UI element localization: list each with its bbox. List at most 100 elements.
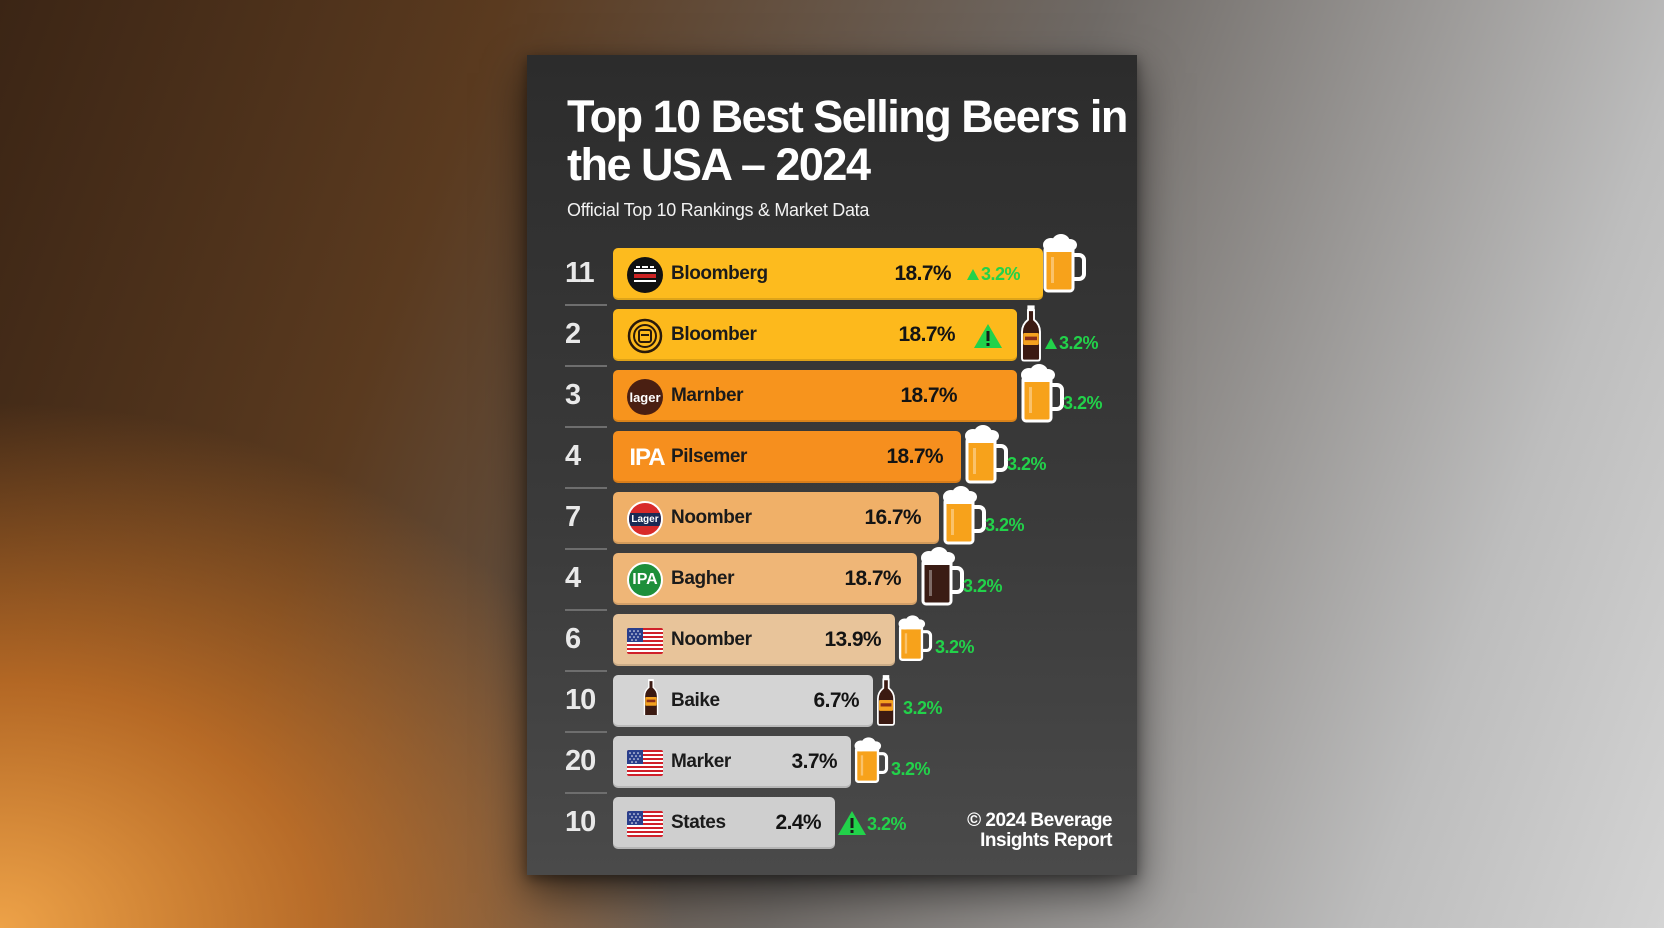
beer-bar: IPA Bagher 18.7% bbox=[613, 553, 917, 605]
up-triangle-icon bbox=[838, 811, 866, 835]
rank-number: 7 bbox=[565, 501, 581, 533]
beer-name: Noomber bbox=[671, 629, 752, 650]
change-value: 3.2% bbox=[867, 814, 907, 834]
change-value: 3.2% bbox=[903, 698, 943, 718]
beer-mug-icon bbox=[1021, 364, 1064, 423]
beer-icon bbox=[1019, 361, 1065, 428]
ranking-row: 7 Lager Noomber 16.7% 3.2% bbox=[527, 486, 1137, 550]
change-value: 3.2% bbox=[985, 515, 1025, 535]
ipa-logo: IPA bbox=[629, 444, 665, 471]
rank-number: 3 bbox=[565, 379, 581, 411]
lager-red-logo: Lager bbox=[627, 501, 663, 537]
footer-line-1: © 2024 Beverage bbox=[967, 810, 1112, 831]
beer-bar: lager Marnber 18.7% bbox=[613, 370, 1017, 422]
rank-divider bbox=[565, 426, 607, 428]
rank-number: 2 bbox=[565, 318, 581, 350]
up-arrow-icon bbox=[1045, 338, 1057, 349]
beer-icon bbox=[897, 613, 933, 665]
chart-subtitle: Official Top 10 Rankings & Market Data bbox=[567, 200, 870, 220]
beer-mug-icon bbox=[965, 425, 1008, 484]
market-share-value: 18.7% bbox=[894, 262, 951, 285]
beer-name: Marnber bbox=[671, 385, 744, 406]
change-value: 3.2% bbox=[1063, 393, 1103, 413]
footer-line-2: Insights Report bbox=[980, 830, 1112, 851]
market-share-value: 18.7% bbox=[886, 445, 943, 468]
market-share-value: 13.9% bbox=[824, 628, 881, 651]
ranking-row: 2 Bloomber 18.7% 3.2% bbox=[527, 305, 1137, 367]
beer-bar: States 2.4% bbox=[613, 797, 835, 849]
change-value: 3.2% bbox=[1045, 333, 1099, 354]
rank-divider bbox=[565, 609, 607, 611]
market-share-value: 6.7% bbox=[813, 689, 860, 712]
beer-bar: Bloomberg 18.7% bbox=[613, 248, 1043, 300]
change-value: 3.2% bbox=[1007, 454, 1047, 474]
beer-icon bbox=[963, 422, 1009, 489]
beer-name: Bloomber bbox=[671, 324, 757, 345]
beer-icon bbox=[1041, 231, 1087, 298]
ranking-row: 6 Noomber 13.9% 3.2% bbox=[527, 611, 1137, 672]
beer-mug-icon bbox=[854, 737, 889, 783]
lager-logo: lager bbox=[627, 379, 663, 415]
change-value: 3.2% bbox=[891, 759, 931, 779]
beer-icon bbox=[853, 735, 889, 787]
rank-number: 11 bbox=[565, 257, 595, 289]
beer-bar: IPA Pilsemer 18.7% bbox=[613, 431, 961, 483]
beer-name: Baike bbox=[671, 690, 720, 711]
beer-bar: Noomber 13.9% bbox=[613, 614, 895, 666]
change-value: 3.2% bbox=[967, 264, 1021, 285]
rank-divider bbox=[565, 731, 607, 733]
beer-name: Noomber bbox=[671, 507, 752, 528]
bloomberg-logo bbox=[627, 257, 663, 293]
chart-title: Top 10 Best Selling Beers in the USA – 2… bbox=[567, 91, 1128, 190]
rank-divider bbox=[565, 487, 607, 489]
beer-icon bbox=[919, 544, 965, 611]
rank-divider bbox=[565, 548, 607, 550]
market-share-value: 3.7% bbox=[791, 750, 838, 773]
change-value: 3.2% bbox=[963, 576, 1003, 596]
ranking-row: 10 States 2.4% 3.2% bbox=[527, 794, 1137, 850]
ranking-row: 20 Marker 3.7% 3.2% bbox=[527, 733, 1137, 794]
beer-icon bbox=[875, 674, 897, 731]
beer-bar: Marker 3.7% bbox=[613, 736, 851, 788]
ranking-row: 4 IPA Pilsemer 18.7% 3.2% bbox=[527, 425, 1137, 489]
change-value: 3.2% bbox=[935, 637, 975, 657]
rank-number: 4 bbox=[565, 440, 581, 472]
logo-bottle-icon bbox=[643, 679, 659, 715]
beer-icon bbox=[941, 483, 987, 550]
us-flag-icon bbox=[627, 811, 663, 837]
rank-divider bbox=[565, 365, 607, 367]
up-arrow-icon bbox=[967, 269, 979, 280]
beer-bar: Bloomber 18.7% bbox=[613, 309, 1017, 361]
beer-mug-icon bbox=[1043, 234, 1086, 293]
rank-number: 10 bbox=[565, 684, 596, 716]
beer-bar: Baike 6.7% bbox=[613, 675, 873, 727]
beer-bottle-icon bbox=[1021, 305, 1041, 362]
beer-icon bbox=[1019, 304, 1043, 367]
infographic-poster: Top 10 Best Selling Beers in the USA – 2… bbox=[527, 55, 1137, 875]
rank-number: 10 bbox=[565, 806, 596, 838]
ranking-row: 10 Baike 6.7% 3.2% bbox=[527, 672, 1137, 733]
rank-number: 20 bbox=[565, 745, 596, 777]
rank-divider bbox=[565, 670, 607, 672]
badge-logo bbox=[627, 318, 663, 354]
rank-number: 4 bbox=[565, 562, 581, 594]
dark-beer-mug-icon bbox=[921, 547, 964, 606]
beer-name: States bbox=[671, 812, 726, 833]
ranking-row: 11 Bloomberg 18.7% 3.2% bbox=[527, 234, 1137, 306]
market-share-value: 18.7% bbox=[900, 384, 957, 407]
beer-name: Bloomberg bbox=[671, 263, 768, 284]
market-share-value: 16.7% bbox=[864, 506, 921, 529]
market-share-value: 2.4% bbox=[775, 811, 822, 834]
beer-mug-icon bbox=[898, 615, 933, 661]
us-flag-icon bbox=[627, 750, 663, 776]
rank-divider bbox=[565, 792, 607, 794]
market-share-value: 18.7% bbox=[898, 323, 955, 346]
beer-mug-icon bbox=[943, 486, 986, 545]
rank-number: 6 bbox=[565, 623, 581, 655]
ranking-row: 4 IPA Bagher 18.7% 3.2% bbox=[527, 547, 1137, 611]
beer-bottle-icon bbox=[877, 675, 895, 726]
footer-credit: © 2024 Beverage Insights Report bbox=[967, 811, 1112, 851]
ranking-row: 3 lager Marnber 18.7% 3.2% bbox=[527, 364, 1137, 428]
beer-bottle-icon bbox=[633, 679, 669, 715]
beer-name: Pilsemer bbox=[671, 446, 748, 467]
